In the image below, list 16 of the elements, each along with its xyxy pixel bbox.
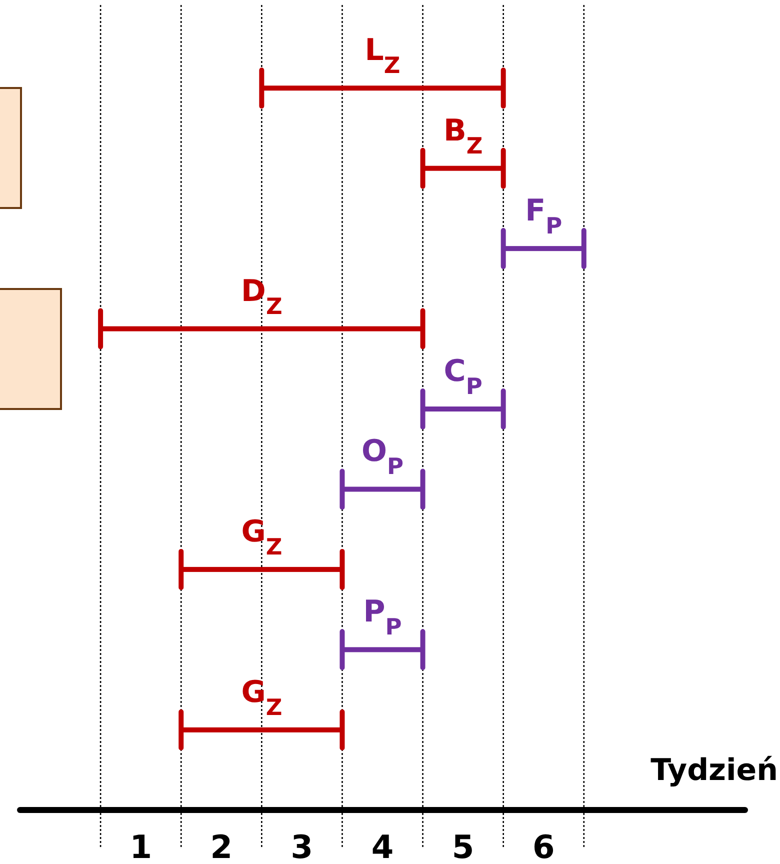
y-tick-label: B$_{Z}$ bbox=[443, 113, 483, 160]
y-tick-label: P$_{P}$ bbox=[363, 594, 402, 641]
y-tick-label: D$_{Z}$ bbox=[241, 274, 282, 320]
y-tick-label: L$_{Z}$ bbox=[364, 33, 400, 80]
y-tick-label: G$_{Z}$ bbox=[241, 674, 282, 721]
y-tick-label: F$_{P}$ bbox=[525, 194, 562, 240]
x-axis-title: Tydzień bbox=[650, 753, 778, 788]
x-tick-label: 6 bbox=[532, 828, 555, 864]
x-tick-label: 2 bbox=[210, 828, 233, 864]
y-tick-label: C$_{P}$ bbox=[444, 354, 482, 400]
x-tick-label: 4 bbox=[371, 828, 394, 864]
x-tick-label: 3 bbox=[290, 828, 314, 864]
y-tick-label: O$_{P}$ bbox=[361, 434, 404, 480]
y-tick-label: G$_{Z}$ bbox=[241, 514, 282, 560]
x-tick-label: 1 bbox=[130, 828, 152, 864]
x-tick-label: 5 bbox=[452, 828, 474, 864]
